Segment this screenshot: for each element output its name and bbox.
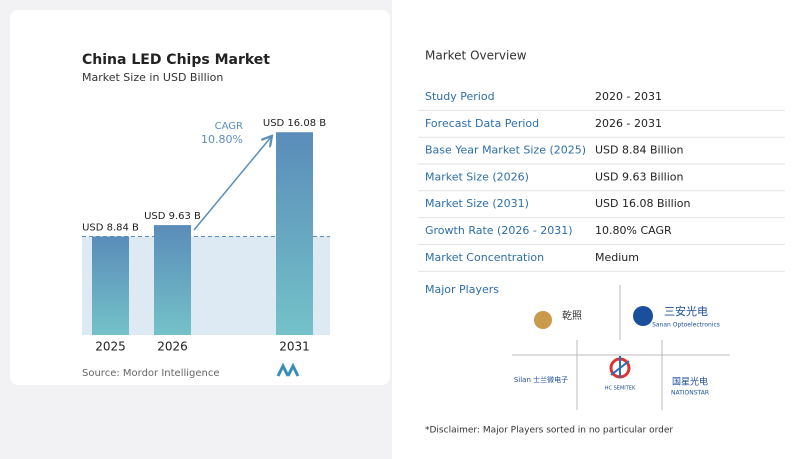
- row-label: Base Year Market Size (2025): [425, 144, 586, 157]
- row-label: Study Period: [425, 90, 495, 103]
- player: Sanan Optoelectronics: [652, 322, 720, 329]
- value-label: USD 16.08 B: [263, 118, 326, 129]
- player: HC SEMITEK: [605, 386, 636, 392]
- row-label: Market Concentration: [425, 251, 544, 264]
- row-label: Market Size (2031): [425, 197, 529, 210]
- disclaimer: *Disclaimer: Major Players sorted in no …: [425, 426, 673, 436]
- bar: [276, 132, 313, 335]
- row-value: 2026 - 2031: [595, 117, 662, 130]
- player: 乾照: [562, 309, 582, 322]
- value-label: USD 8.84 B: [82, 223, 139, 234]
- player-logo: [609, 356, 631, 379]
- source-logo: [276, 362, 300, 377]
- row-label: Market Size (2026): [425, 170, 529, 183]
- cagr-arrow: [193, 137, 271, 231]
- row-label: Forecast Data Period: [425, 117, 539, 130]
- chart-title: China LED Chips Market: [82, 52, 270, 68]
- chart-subtitle: Market Size in USD Billion: [82, 71, 223, 84]
- cagr-label: CAGR: [215, 121, 243, 132]
- row-value: 10.80% CAGR: [595, 224, 672, 237]
- player: NATIONSTAR: [671, 390, 709, 397]
- row-value: Medium: [595, 251, 639, 264]
- player: 国星光电: [672, 376, 708, 388]
- row-value: 2020 - 2031: [595, 90, 662, 103]
- players-title: Major Players: [425, 283, 499, 296]
- player-grid: [512, 285, 730, 410]
- row-value: USD 9.63 Billion: [595, 170, 683, 183]
- row-label: Growth Rate (2026 - 2031): [425, 224, 573, 237]
- player: 三安光电: [664, 304, 708, 318]
- source: Source: Mordor Intelligence: [82, 368, 220, 379]
- x-tick-label: 2025: [95, 340, 126, 354]
- overview-panel: [392, 0, 800, 459]
- value-label: USD 9.63 B: [144, 211, 201, 222]
- bar: [92, 236, 129, 335]
- x-tick-label: 2031: [279, 340, 310, 354]
- cagr-value: 10.80%: [201, 133, 243, 146]
- bar: [154, 225, 191, 335]
- player-logo: [534, 311, 552, 329]
- player: Silan 士兰微电子: [514, 375, 568, 384]
- row-value: USD 8.84 Billion: [595, 144, 683, 157]
- overview-title: Market Overview: [425, 49, 527, 63]
- x-tick-label: 2026: [157, 340, 188, 354]
- row-value: USD 16.08 Billion: [595, 197, 690, 210]
- player-logo: [633, 306, 653, 326]
